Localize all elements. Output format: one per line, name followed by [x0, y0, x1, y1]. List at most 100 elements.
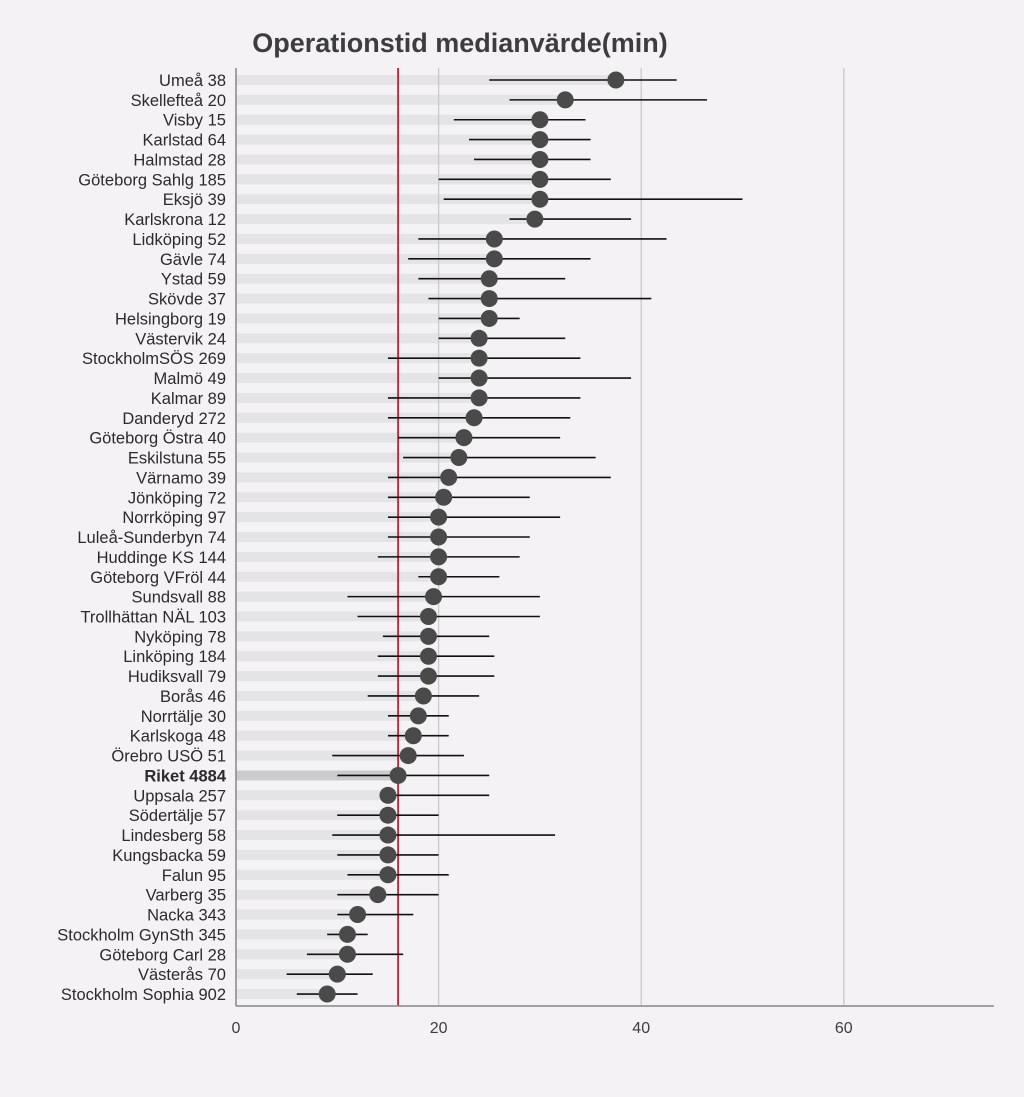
median-point: [419, 667, 437, 685]
median-band: [236, 532, 439, 543]
median-point: [485, 250, 503, 268]
median-band: [236, 989, 328, 1000]
median-point: [470, 369, 488, 387]
category-label: Halmstad 28: [133, 151, 226, 169]
median-band: [236, 214, 535, 225]
median-point: [409, 707, 427, 725]
median-band: [236, 750, 409, 761]
category-label: Ystad 59: [161, 271, 226, 289]
median-point: [379, 786, 397, 804]
category-label: Hudiksvall 79: [128, 668, 226, 686]
median-band: [236, 909, 358, 920]
median-point: [531, 131, 549, 149]
median-point: [485, 230, 503, 248]
median-point: [531, 190, 549, 208]
category-label: Värnamo 39: [136, 469, 226, 487]
median-band: [236, 353, 480, 364]
interval-lines: [286, 79, 743, 995]
category-label: Jönköping 72: [128, 489, 226, 507]
median-point: [556, 91, 574, 109]
median-band: [236, 730, 414, 741]
median-point: [526, 210, 544, 228]
category-label: Gävle 74: [160, 251, 226, 269]
median-band: [236, 273, 490, 284]
median-band: [236, 949, 348, 960]
category-label: Eksjö 39: [163, 191, 226, 209]
median-band: [236, 233, 495, 244]
median-band: [236, 492, 444, 503]
median-band: [236, 154, 540, 165]
median-band: [236, 611, 429, 622]
median-point: [470, 349, 488, 367]
category-label: Kalmar 89: [151, 390, 226, 408]
category-label: Nyköping 78: [134, 628, 226, 646]
median-point: [465, 409, 483, 427]
category-label: Danderyd 272: [122, 410, 226, 428]
axes: [235, 68, 994, 1007]
median-band: [236, 412, 475, 423]
median-band: [236, 690, 424, 701]
median-point: [379, 866, 397, 884]
category-label: Kungsbacka 59: [112, 847, 226, 865]
x-tick-labels: 0 20 40 60: [232, 1020, 853, 1037]
median-point: [338, 945, 356, 963]
median-point: [531, 150, 549, 168]
median-band: [236, 94, 566, 105]
category-label: Umeå 38: [159, 72, 226, 90]
category-label: Uppsala 257: [133, 787, 226, 805]
category-label: Falun 95: [162, 867, 226, 885]
category-label: Sundsvall 88: [132, 589, 226, 607]
median-point: [379, 826, 397, 844]
median-point: [349, 906, 367, 924]
median-band: [236, 591, 434, 602]
median-point: [430, 568, 448, 586]
median-band: [236, 770, 399, 781]
median-point: [440, 468, 458, 486]
median-point: [419, 627, 437, 645]
category-label: Huddinge KS 144: [97, 549, 226, 567]
category-label: Västervik 24: [135, 330, 226, 348]
median-point: [480, 309, 498, 327]
median-point: [404, 727, 422, 745]
median-point: [389, 766, 407, 784]
category-label: Nacka 343: [147, 907, 226, 925]
median-band: [236, 472, 449, 483]
category-label: Stockholm GynSth 345: [57, 926, 226, 944]
median-point: [318, 985, 336, 1003]
category-label: Göteborg Sahlg 185: [78, 171, 226, 189]
category-label: Stockholm Sophia 902: [61, 986, 226, 1004]
x-tick-label: 20: [430, 1020, 448, 1037]
category-label: Riket 4884: [144, 767, 226, 785]
x-tick-label: 0: [232, 1020, 241, 1037]
category-label: Karlskoga 48: [130, 728, 226, 746]
median-point: [328, 965, 346, 983]
category-label: Göteborg VFröl 44: [90, 569, 226, 587]
category-label: Skövde 37: [148, 291, 226, 309]
median-point: [338, 925, 356, 943]
category-label: Trollhättan NÄL 103: [80, 608, 226, 626]
category-label: Linköping 184: [123, 648, 226, 666]
median-point: [430, 508, 448, 526]
median-point: [435, 488, 453, 506]
median-band: [236, 174, 540, 185]
category-label: Göteborg Östra 40: [89, 430, 226, 448]
median-band: [236, 671, 429, 682]
row-bands: [236, 75, 616, 1000]
median-band: [236, 790, 388, 801]
category-label: Örebro USÖ 51: [111, 748, 226, 766]
median-band: [236, 432, 464, 443]
median-point: [379, 806, 397, 824]
median-band: [236, 869, 388, 880]
category-label: Skellefteå 20: [131, 92, 226, 110]
x-tick-label: 40: [632, 1020, 650, 1037]
median-band: [236, 392, 480, 403]
median-point: [470, 389, 488, 407]
median-point: [419, 607, 437, 625]
median-band: [236, 710, 419, 721]
median-point: [450, 449, 468, 467]
category-label: Luleå-Sunderbyn 74: [77, 529, 226, 547]
median-band: [236, 75, 616, 85]
median-point: [480, 290, 498, 308]
